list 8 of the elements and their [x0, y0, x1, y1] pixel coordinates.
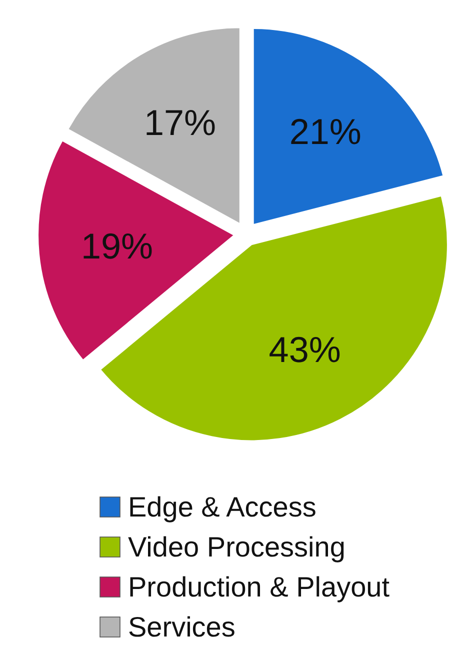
legend-label: Services	[128, 612, 236, 642]
legend-label: Production & Playout	[128, 572, 390, 602]
data-label: 21%	[289, 111, 362, 152]
data-label: 19%	[80, 226, 154, 267]
data-label: 43%	[268, 328, 341, 370]
legend-label: Video Processing	[128, 532, 346, 562]
legend-label: Edge & Access	[128, 492, 316, 522]
data-label: 17%	[144, 102, 216, 143]
